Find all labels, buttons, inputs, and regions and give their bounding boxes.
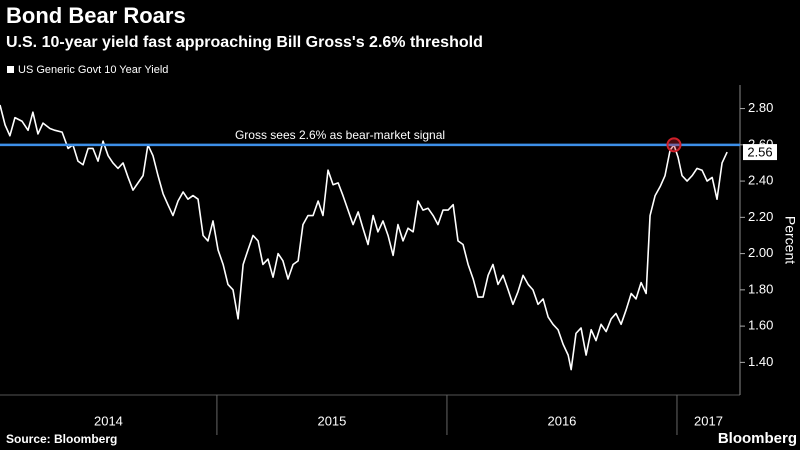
y-tick-label: 1.40 — [748, 354, 773, 369]
source: Source: Bloomberg — [6, 432, 117, 446]
y-tick-label: 2.80 — [748, 100, 773, 115]
y-tick-label: 1.80 — [748, 281, 773, 296]
x-tick-label: 2014 — [94, 413, 123, 428]
x-tick-label: 2017 — [694, 413, 723, 428]
y-tick-label: 1.60 — [748, 318, 773, 333]
chart-title: Bond Bear Roars — [6, 3, 186, 28]
y-tick-label: 2.20 — [748, 209, 773, 224]
last-value-label: 2.56 — [747, 145, 772, 160]
chart-subtitle: U.S. 10-year yield fast approaching Bill… — [6, 34, 483, 51]
y-tick-label: 2.40 — [748, 173, 773, 188]
brand: Bloomberg — [718, 430, 797, 447]
y-tick-label: 2.00 — [748, 245, 773, 260]
x-tick-label: 2016 — [547, 413, 576, 428]
last-value-box — [743, 144, 777, 161]
y-axis-label: Percent — [782, 216, 798, 264]
legend-label: US Generic Govt 10 Year Yield — [18, 64, 168, 76]
legend-swatch — [7, 66, 14, 73]
threshold-label: Gross sees 2.6% as bear-market signal — [235, 128, 445, 142]
threshold-marker — [666, 137, 682, 153]
series-line — [0, 104, 728, 371]
x-tick-label: 2015 — [317, 413, 346, 428]
